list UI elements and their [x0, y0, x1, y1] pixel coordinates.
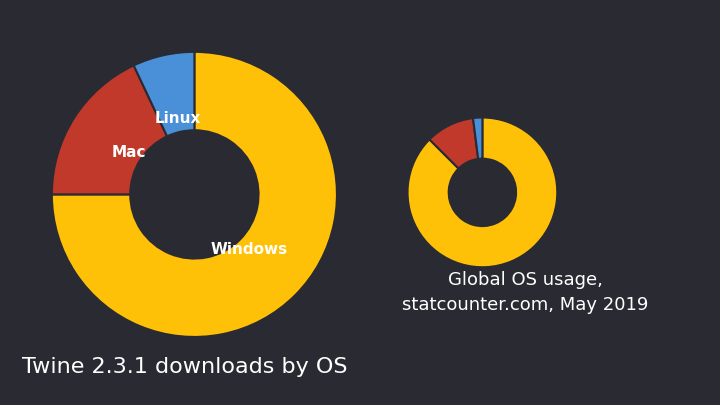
Wedge shape	[429, 118, 478, 168]
Wedge shape	[134, 52, 194, 136]
Text: Twine 2.3.1 downloads by OS: Twine 2.3.1 downloads by OS	[22, 357, 347, 377]
Wedge shape	[473, 117, 482, 159]
Text: Linux: Linux	[154, 111, 201, 126]
Text: Mac: Mac	[112, 145, 146, 160]
Wedge shape	[52, 66, 167, 194]
Wedge shape	[408, 117, 557, 267]
Wedge shape	[52, 52, 337, 337]
Text: Windows: Windows	[211, 242, 288, 257]
Text: Global OS usage,
statcounter.com, May 2019: Global OS usage, statcounter.com, May 20…	[402, 271, 649, 314]
